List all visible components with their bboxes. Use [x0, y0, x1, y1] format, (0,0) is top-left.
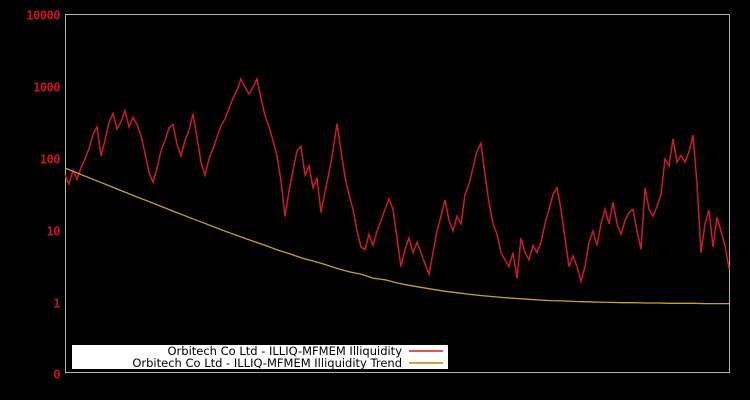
legend-row-trend: Orbitech Co Ltd - ILLIQ-MFMEM Illiquidit…: [72, 357, 448, 369]
plot-frame: [65, 14, 730, 373]
illiquidity-line: [64, 76, 730, 285]
y-axis-tick-label: 10000: [26, 9, 60, 23]
legend-line-sample-trend: [409, 362, 443, 364]
y-axis-tick-label: 1: [53, 297, 60, 311]
y-axis-tick-label: 10: [47, 225, 61, 239]
legend-row-illiquidity: Orbitech Co Ltd - ILLIQ-MFMEM Illiquidit…: [72, 345, 448, 357]
legend-label-illiquidity: Orbitech Co Ltd - ILLIQ-MFMEM Illiquidit…: [167, 344, 402, 358]
series-layer: [64, 76, 730, 305]
legend: Orbitech Co Ltd - ILLIQ-MFMEM Illiquidit…: [72, 345, 448, 369]
y-axis-tick-labels: 0 1 10 100 1000 10000: [26, 9, 60, 382]
y-axis-tick-label: 100: [40, 153, 60, 167]
y-axis-tick-label: 0: [53, 368, 60, 382]
illiquidity-trend-line: [64, 167, 729, 305]
legend-line-sample-illiquidity: [409, 350, 443, 352]
legend-label-trend: Orbitech Co Ltd - ILLIQ-MFMEM Illiquidit…: [132, 356, 402, 370]
y-axis-tick-label: 1000: [33, 81, 60, 95]
